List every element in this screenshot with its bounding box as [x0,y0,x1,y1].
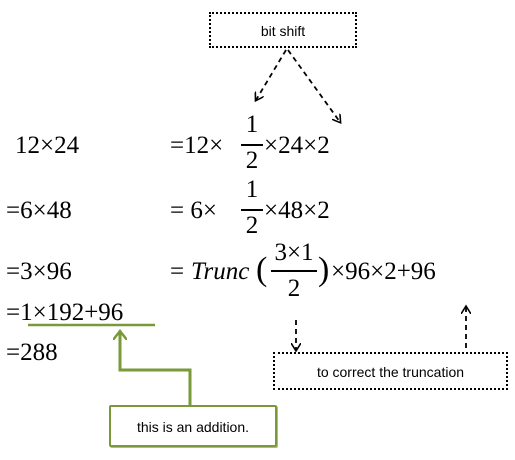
right-row-3-open-paren: ( [256,251,268,288]
bit-shift-box: bit shift [209,12,357,48]
truncation-box: to correct the truncation [273,352,508,390]
addition-label: this is an addition. [136,419,250,435]
right-row-3-func: Trunc [191,258,250,285]
addition-connector-arrow [120,333,192,405]
left-row-3: =3×96 [6,258,72,285]
left-row-4: =1×192+96 [6,299,124,326]
right-row-3-frac-bar [271,270,317,272]
right-row-3-frac-num: 3×1 [274,239,314,266]
bit-shift-arrow-left [256,49,287,100]
right-row-2-before: = 6× [170,197,217,224]
right-row-2-frac-num: 1 [245,176,259,203]
right-row-2-after: ×48×2 [264,197,330,224]
right-row-2-frac-bar [241,209,263,211]
left-row-5: =288 [6,339,58,366]
right-row-1-frac-bar [241,144,263,146]
right-row-1-frac-den: 2 [245,147,259,174]
addition-box: this is an addition. [109,405,277,447]
left-row-2: =6×48 [6,197,72,224]
right-row-3-eq: = [170,258,185,285]
right-row-2-frac-den: 2 [245,212,259,239]
left-row-1: 12×24 [15,132,80,159]
right-row-1-frac-num: 1 [245,111,259,138]
bit-shift-arrow-right [287,49,340,122]
right-row-3-after: ×96×2+96 [331,258,436,285]
right-row-1-before: =12× [170,132,224,159]
truncation-label: to correct the truncation [316,364,465,380]
right-row-3-close-paren: ) [318,251,330,288]
bit-shift-label: bit shift [260,23,306,39]
right-row-1-after: ×24×2 [264,132,330,159]
right-row-3-frac-den: 2 [287,275,301,302]
